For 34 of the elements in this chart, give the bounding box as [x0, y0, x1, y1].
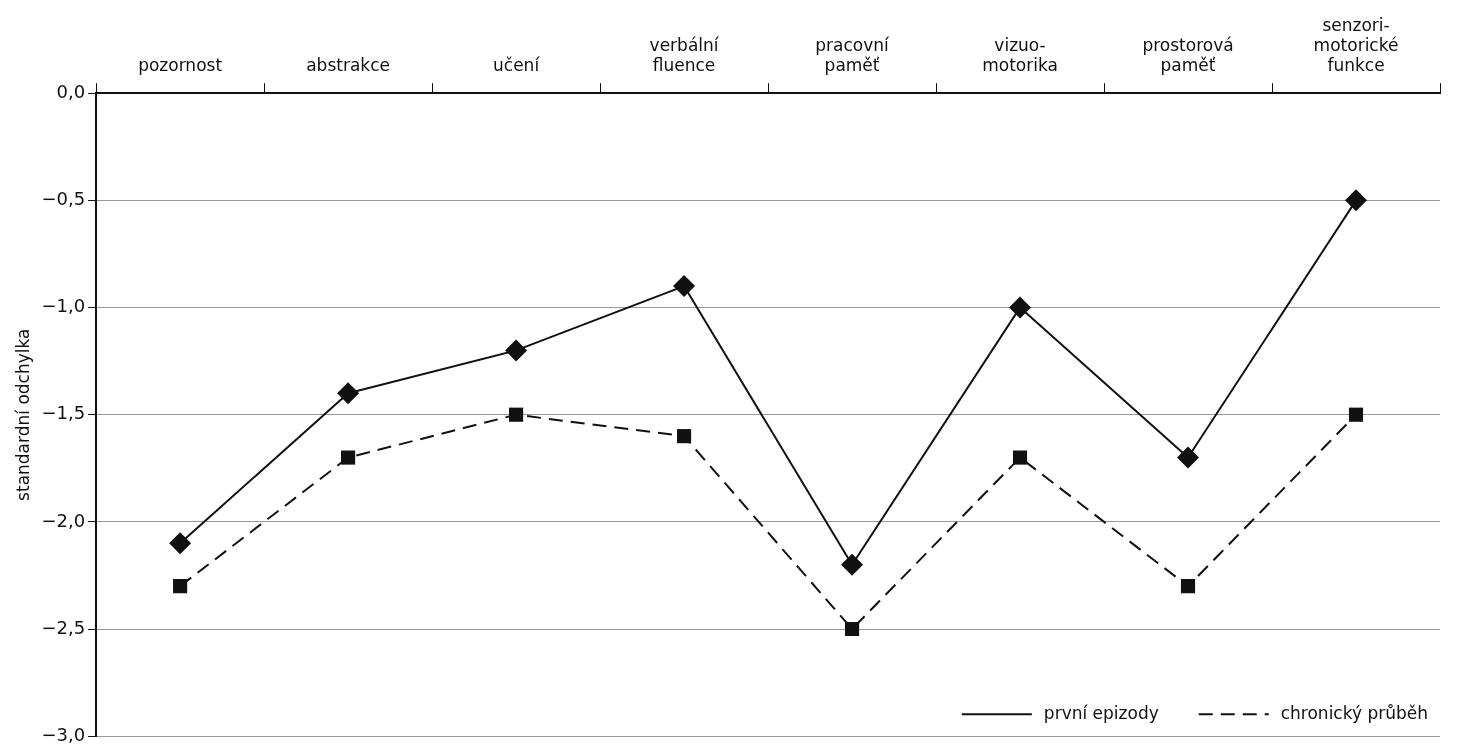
y-tick-label: −1,0 [41, 295, 86, 317]
x-tick-label: verbální fluence [649, 35, 720, 76]
point [1009, 296, 1032, 319]
point [1345, 189, 1368, 212]
x-tick-label: abstrakce [306, 55, 390, 76]
x-tick-label: učení [493, 55, 541, 76]
point [169, 532, 192, 555]
y-tick-label: −2,5 [41, 616, 86, 638]
legend-label: první epizody [1043, 702, 1159, 723]
point [841, 553, 864, 576]
point [173, 579, 188, 594]
point [1180, 579, 1196, 594]
x-tick-label: pozornost [138, 55, 223, 76]
point [673, 275, 696, 298]
x-tick-label: vizuo- motorika [982, 35, 1058, 76]
point [676, 429, 692, 444]
y-axis-title: standardní odchylka [12, 328, 33, 501]
point [509, 407, 524, 422]
y-tick-label: −0,5 [41, 188, 86, 210]
point [1177, 446, 1200, 469]
x-tick-label: senzori- motorické funkce [1313, 14, 1399, 76]
point [337, 382, 360, 405]
y-tick-label: 0,0 [56, 80, 86, 102]
point [1348, 407, 1364, 422]
point [341, 450, 356, 465]
y-tick-label: −1,5 [41, 402, 86, 424]
x-tick-label: pracovní paměť [815, 35, 891, 76]
point [1012, 450, 1028, 465]
x-tick-label: prostorová paměť [1142, 35, 1234, 76]
y-tick-label: −2,0 [41, 509, 86, 531]
y-tick-label: −3,0 [41, 723, 86, 745]
point [505, 339, 528, 362]
point [844, 621, 860, 637]
legend-label: chronický průběh [1280, 702, 1428, 723]
